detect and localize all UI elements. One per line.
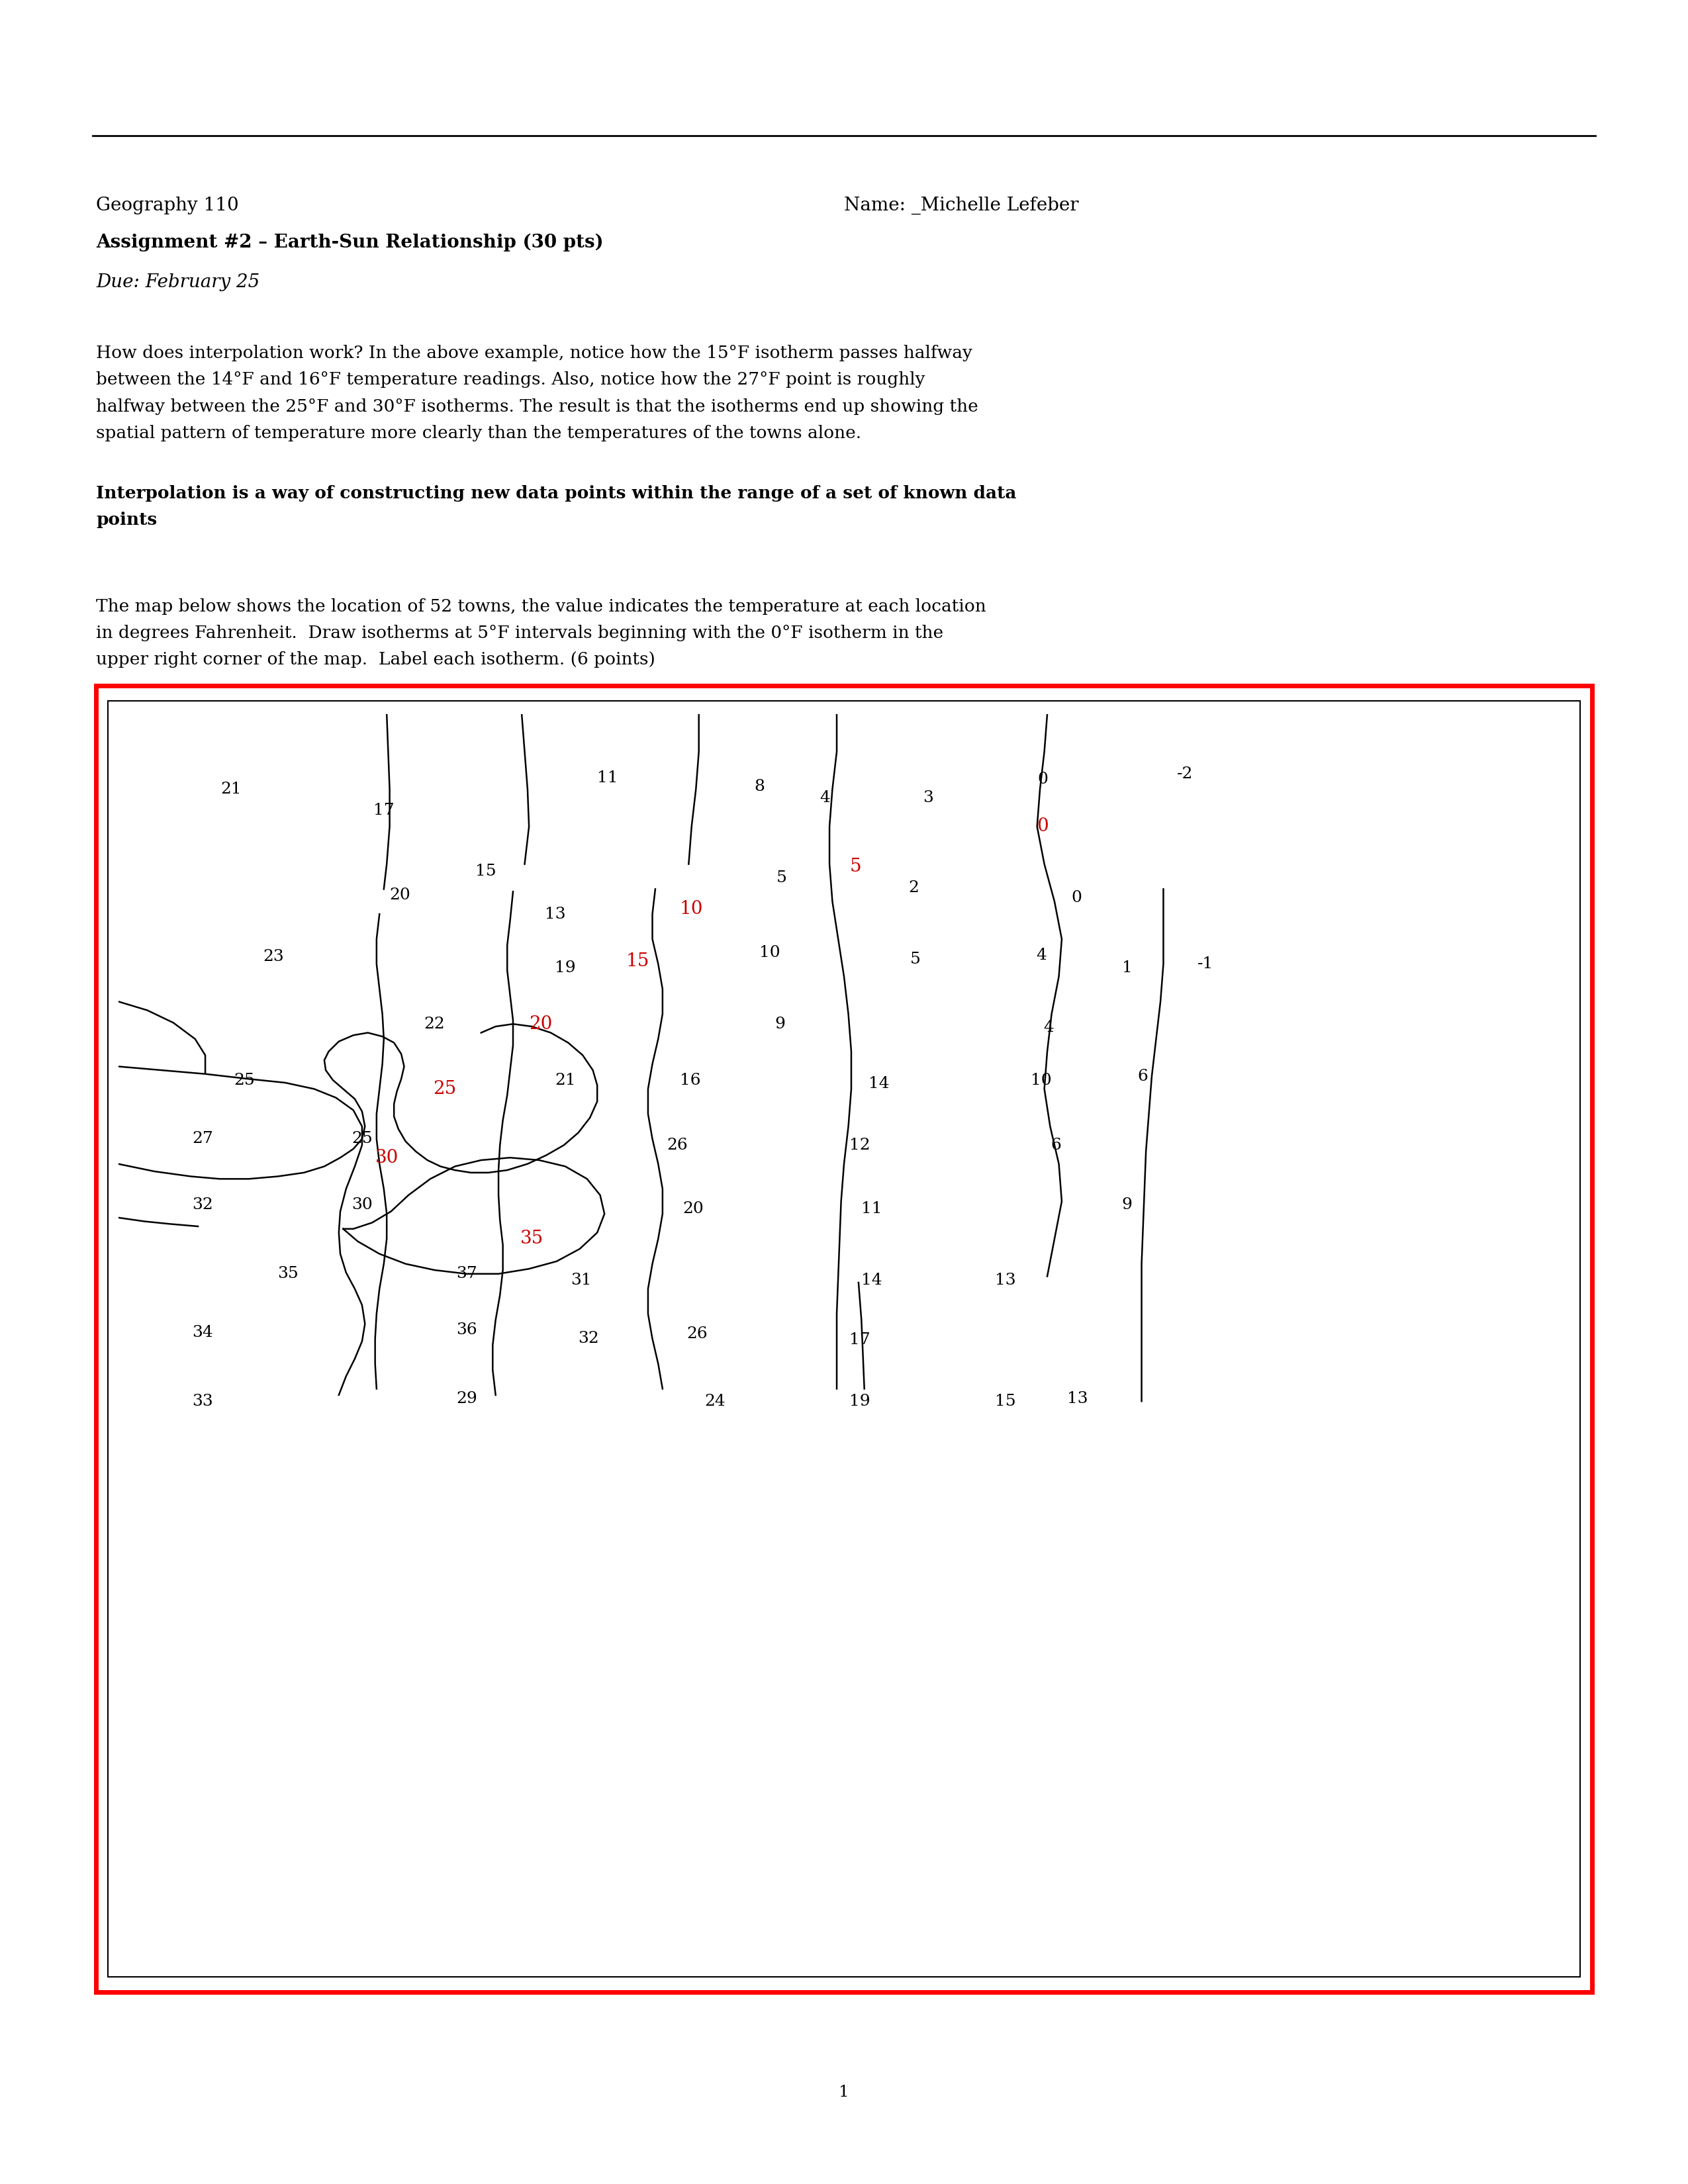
Text: 23: 23 [263,948,284,963]
Text: 13: 13 [994,1273,1016,1289]
Text: Assignment #2 – Earth-Sun Relationship (30 pts): Assignment #2 – Earth-Sun Relationship (… [96,234,604,251]
Text: 2: 2 [908,880,918,895]
Text: 15: 15 [474,865,496,880]
Text: 21: 21 [555,1072,576,1088]
Text: 5: 5 [910,952,920,968]
Text: 34: 34 [192,1326,213,1341]
Text: 30: 30 [375,1149,398,1166]
Text: 9: 9 [1123,1197,1133,1212]
Text: 25: 25 [351,1131,373,1147]
Text: 25: 25 [235,1072,255,1088]
Text: Due: February 25: Due: February 25 [96,273,260,290]
Text: 15: 15 [626,952,650,970]
Text: 36: 36 [456,1324,478,1337]
Text: 8: 8 [755,780,765,795]
Text: 29: 29 [456,1391,478,1406]
Text: 33: 33 [192,1393,213,1409]
Text: 17: 17 [373,804,395,819]
Text: 14: 14 [868,1077,890,1092]
Text: 6: 6 [1138,1068,1148,1083]
Text: 20: 20 [682,1201,704,1216]
Text: The map below shows the location of 52 towns, the value indicates the temperatur: The map below shows the location of 52 t… [96,598,986,668]
Text: -2: -2 [1177,767,1193,782]
Bar [108,701,1580,1977]
Text: 25: 25 [434,1081,456,1099]
Text: 3: 3 [923,791,933,806]
Text: 10: 10 [760,946,780,961]
Text: 11: 11 [598,771,618,786]
Text: 14: 14 [861,1273,883,1289]
Text: 5: 5 [776,869,787,885]
Text: 31: 31 [571,1273,592,1289]
Text: 4: 4 [1036,948,1047,963]
Text: 4: 4 [1043,1020,1053,1035]
Text: 13: 13 [1067,1391,1089,1406]
Text: 6: 6 [1050,1138,1062,1153]
Text: 35: 35 [277,1267,299,1282]
Text: 27: 27 [192,1131,213,1147]
Text: How does interpolation work? In the above example, notice how the 15°F isotherm : How does interpolation work? In the abov… [96,345,979,441]
Text: 26: 26 [687,1326,707,1341]
Text: 32: 32 [577,1332,599,1345]
Text: 20: 20 [390,887,410,902]
Text: 32: 32 [192,1197,213,1212]
Text: 0: 0 [1070,891,1082,906]
Text: 20: 20 [528,1016,552,1033]
Text: 10: 10 [1031,1072,1052,1088]
Text: 0: 0 [1036,817,1048,836]
Text: 9: 9 [775,1016,785,1031]
Text: 21: 21 [221,782,241,797]
Bar [96,686,1592,1992]
Text: 22: 22 [424,1016,446,1031]
Text: 19: 19 [849,1393,871,1409]
Text: 24: 24 [704,1393,726,1409]
Text: 1: 1 [1123,961,1133,976]
Text: 15: 15 [994,1393,1016,1409]
Text: 0: 0 [1038,771,1048,786]
Text: 10: 10 [680,900,704,917]
Text: 13: 13 [545,906,565,922]
Text: 37: 37 [456,1267,478,1282]
Text: 4: 4 [820,791,830,806]
Text: 11: 11 [861,1201,883,1216]
Text: 5: 5 [849,858,861,876]
Text: Geography 110: Geography 110 [96,197,240,214]
Text: Interpolation is a way of constructing new data points within the range of a set: Interpolation is a way of constructing n… [96,485,1016,529]
Text: 12: 12 [849,1138,871,1153]
Text: 35: 35 [520,1230,544,1247]
Text: 17: 17 [849,1332,871,1348]
Text: 1: 1 [839,2086,849,2099]
Text: -1: -1 [1197,957,1214,972]
Text: 30: 30 [351,1197,373,1212]
Text: 16: 16 [680,1072,701,1088]
Text: 19: 19 [555,961,576,976]
Text: 26: 26 [667,1138,687,1153]
Text: Name: _Michelle Lefeber: Name: _Michelle Lefeber [844,197,1079,214]
